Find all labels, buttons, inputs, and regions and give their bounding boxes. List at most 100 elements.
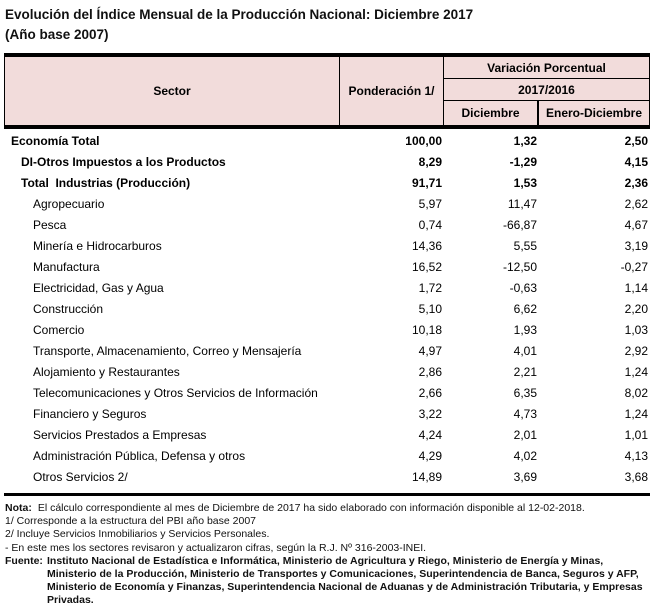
enero-diciembre-cell: 1,24	[624, 407, 648, 421]
ponderacion-cell: 8,29	[418, 155, 442, 169]
enero-diciembre-cell: 2,92	[624, 344, 648, 358]
ponderacion-cell: 4,24	[418, 428, 442, 442]
enero-diciembre-cell: 2,20	[624, 302, 648, 316]
diciembre-cell: -12,50	[502, 260, 537, 274]
ponderacion-cell: 100,00	[405, 134, 442, 148]
footnotes: Nota: El cálculo correspondiente al mes d…	[5, 502, 654, 608]
fuente-block: Fuente: Instituto Nacional de Estadístic…	[5, 555, 654, 608]
table-row: Transporte, Almacenamiento, Correo y Men…	[4, 341, 650, 362]
table-row: Agropecuario 5,97 11,47 2,62	[4, 194, 650, 215]
ponderacion-cell: 5,10	[418, 302, 442, 316]
sector-cell: Manufactura	[33, 260, 100, 274]
enero-diciembre-cell: 4,15	[624, 155, 648, 169]
enero-diciembre-cell: 1,01	[624, 428, 648, 442]
enero-diciembre-cell: 1,24	[624, 365, 648, 379]
diciembre-cell: 5,55	[513, 239, 537, 253]
ponderacion-cell: 14,89	[411, 470, 442, 484]
diciembre-cell: 2,21	[513, 365, 537, 379]
sector-cell: Servicios Prestados a Empresas	[33, 428, 207, 442]
nota-line: Nota: El cálculo correspondiente al mes d…	[5, 502, 654, 515]
ponderacion-cell: 91,71	[411, 176, 442, 190]
sector-cell: Otros Servicios 2/	[33, 470, 128, 484]
diciembre-cell: 4,02	[513, 449, 537, 463]
enero-diciembre-cell: 3,68	[624, 470, 648, 484]
ponderacion-cell: 5,97	[418, 197, 442, 211]
footnote-2: 2/ Incluye Servicios Inmobiliarios y Ser…	[5, 528, 270, 541]
sector-cell: Telecomunicaciones y Otros Servicios de …	[33, 386, 318, 400]
nota-text: El cálculo correspondiente al mes de Dic…	[37, 502, 585, 514]
enero-diciembre-cell: 3,19	[624, 239, 648, 253]
fuente-line-1: Instituto Nacional de Estadística e Info…	[47, 554, 604, 567]
table-row: Financiero y Seguros 3,22 4,73 1,24	[4, 404, 650, 425]
header-sector: Sector	[4, 57, 340, 125]
title-line-1: Evolución del Índice Mensual de la Produ…	[5, 7, 474, 22]
nota-label: Nota:	[5, 502, 32, 514]
enero-diciembre-cell: 1,14	[624, 281, 648, 295]
table-row: Pesca 0,74 -66,87 4,67	[4, 215, 650, 236]
table-row: Comercio 10,18 1,93 1,03	[4, 320, 650, 341]
sector-cell: Agropecuario	[33, 197, 105, 211]
ponderacion-cell: 3,22	[418, 407, 442, 421]
page-title: Evolución del Índice Mensual de la Produ…	[0, 0, 654, 45]
table-row: DI-Otros Impuestos a los Productos 8,29 …	[4, 152, 650, 173]
diciembre-cell: 6,35	[513, 386, 537, 400]
diciembre-cell: 1,53	[513, 176, 537, 190]
diciembre-cell: 6,62	[513, 302, 537, 316]
ponderacion-cell: 14,36	[411, 239, 442, 253]
sector-cell: Minería e Hidrocarburos	[33, 239, 162, 253]
ponderacion-cell: 1,72	[418, 281, 442, 295]
enero-diciembre-cell: 2,36	[624, 176, 648, 190]
ponderacion-cell: 16,52	[411, 260, 442, 274]
ponderacion-cell: 2,86	[418, 365, 442, 379]
ponderacion-cell: 2,66	[418, 386, 442, 400]
header-enero-diciembre: Enero-Diciembre	[539, 101, 650, 125]
table-row: Total Industrias (Producción) 91,71 1,53…	[4, 173, 650, 194]
enero-diciembre-cell: 8,02	[624, 386, 648, 400]
sector-cell: Electricidad, Gas y Agua	[33, 281, 164, 295]
fuente-line-2: Ministerio de la Producción, Ministerio …	[47, 568, 639, 581]
sector-cell: DI-Otros Impuestos a los Productos	[21, 155, 226, 169]
table-row: Telecomunicaciones y Otros Servicios de …	[4, 383, 650, 404]
diciembre-cell: 3,69	[513, 470, 537, 484]
sector-cell: Pesca	[33, 218, 67, 232]
sector-cell: Transporte, Almacenamiento, Correo y Men…	[33, 344, 302, 358]
sector-cell: Alojamiento y Restaurantes	[33, 365, 180, 379]
production-index-table: Sector Ponderación 1/ Variación Porcentu…	[4, 53, 650, 496]
footnote-3: - En este mes los sectores revisaron y a…	[5, 541, 427, 554]
enero-diciembre-cell: 1,03	[624, 323, 648, 337]
ponderacion-cell: 4,97	[418, 344, 442, 358]
table-row: Economía Total 100,00 1,32 2,50	[4, 131, 650, 152]
table-body: Economía Total 100,00 1,32 2,50 DI-Otros…	[4, 129, 650, 496]
sector-cell: Comercio	[33, 323, 85, 337]
diciembre-cell: 1,93	[513, 323, 537, 337]
header-diciembre: Diciembre	[444, 101, 539, 125]
enero-diciembre-cell: 2,50	[624, 134, 648, 148]
table-row: Servicios Prestados a Empresas 4,24 2,01…	[4, 425, 650, 446]
ponderacion-cell: 0,74	[418, 218, 442, 232]
sector-cell: Administración Pública, Defensa y otros	[33, 449, 246, 463]
diciembre-cell: -66,87	[502, 218, 537, 232]
enero-diciembre-cell: 2,62	[624, 197, 648, 211]
table-row: Administración Pública, Defensa y otros …	[4, 446, 650, 467]
diciembre-cell: -1,29	[509, 155, 537, 169]
diciembre-cell: -0,63	[509, 281, 537, 295]
title-line-2: (Año base 2007)	[5, 27, 109, 42]
enero-diciembre-cell: 4,13	[624, 449, 648, 463]
table-row: Otros Servicios 2/ 14,89 3,69 3,68	[4, 467, 650, 488]
enero-diciembre-cell: 4,67	[624, 218, 648, 232]
fuente-line-3: Ministerio de Economía y Finanzas, Super…	[47, 581, 643, 607]
ponderacion-cell: 10,18	[411, 323, 442, 337]
sector-cell: Construcción	[33, 302, 104, 316]
table-row: Minería e Hidrocarburos 14,36 5,55 3,19	[4, 236, 650, 257]
fuente-body: Instituto Nacional de Estadística e Info…	[47, 555, 654, 608]
diciembre-cell: 2,01	[513, 428, 537, 442]
sector-cell: Financiero y Seguros	[33, 407, 147, 421]
table-row: Alojamiento y Restaurantes 2,86 2,21 1,2…	[4, 362, 650, 383]
diciembre-cell: 11,47	[507, 197, 537, 211]
sector-cell: Total Industrias (Producción)	[21, 176, 191, 190]
header-variacion-porcentual: Variación Porcentual	[444, 57, 650, 79]
ponderacion-cell: 4,29	[418, 449, 442, 463]
footnote-1: 1/ Corresponde a la estructura del PBI a…	[5, 515, 256, 528]
header-periodo-2017-2016: 2017/2016	[444, 79, 650, 101]
